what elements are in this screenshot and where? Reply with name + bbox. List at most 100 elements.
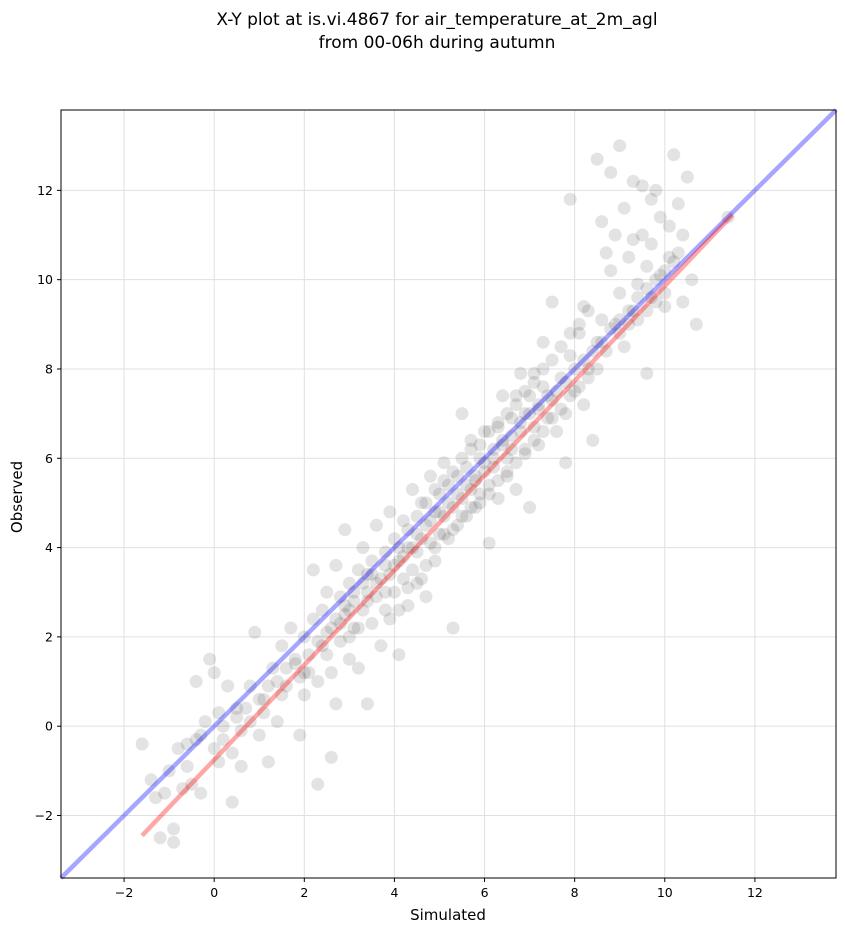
scatter-point xyxy=(311,675,325,688)
scatter-point xyxy=(478,456,491,470)
scatter-point xyxy=(518,407,532,421)
scatter-point xyxy=(527,433,541,447)
scatter-point xyxy=(509,483,523,496)
scatter-point xyxy=(496,438,510,452)
x-tick-label: 12 xyxy=(747,885,763,900)
scatter-point xyxy=(410,509,424,523)
scatter-point xyxy=(527,375,541,389)
scatter-point xyxy=(563,192,577,206)
scatter-point xyxy=(243,715,257,729)
scatter-point xyxy=(473,438,487,452)
scatter-point xyxy=(356,576,370,590)
scatter-point xyxy=(572,326,586,340)
scatter-point xyxy=(617,340,631,354)
scatter-point xyxy=(378,585,392,599)
scatter-point xyxy=(536,362,550,376)
scatter-point xyxy=(158,786,172,800)
scatter-point xyxy=(550,425,564,438)
scatter-point xyxy=(257,706,271,720)
scatter-point xyxy=(523,500,537,514)
scatter-point xyxy=(360,585,374,599)
scatter-point xyxy=(644,291,658,304)
scatter-point xyxy=(473,451,487,465)
scatter-point xyxy=(437,509,451,523)
scatter-point xyxy=(270,675,284,688)
scatter-point xyxy=(509,456,523,470)
scatter-point xyxy=(617,201,631,215)
scatter-point xyxy=(243,679,257,693)
scatter-point xyxy=(626,304,640,318)
plot-frame xyxy=(60,109,837,879)
scatter-point xyxy=(577,398,591,412)
scatter-point xyxy=(464,442,478,456)
scatter-point xyxy=(640,366,654,380)
scatter-point xyxy=(446,621,460,635)
scatter-point xyxy=(631,313,645,327)
grid-lines xyxy=(61,110,836,878)
scatter-point xyxy=(590,362,604,376)
scatter-point xyxy=(365,554,379,568)
scatter-point xyxy=(415,572,428,586)
scatter-point xyxy=(473,496,487,510)
scatter-point xyxy=(324,666,338,680)
scatter-point xyxy=(577,300,591,313)
scatter-point xyxy=(608,317,622,331)
scatter-point xyxy=(640,304,654,318)
scatter-point xyxy=(581,371,595,385)
scatter-point xyxy=(424,469,437,483)
scatter-point xyxy=(667,148,681,162)
scatter-point xyxy=(410,545,424,559)
scatter-point xyxy=(378,545,392,559)
scatter-point xyxy=(424,514,437,528)
scatter-point xyxy=(581,304,595,318)
scatter-point xyxy=(406,563,419,577)
scatter-point xyxy=(297,630,311,644)
scatter-point xyxy=(451,518,464,532)
scatter-point xyxy=(374,639,388,653)
reference-lines xyxy=(59,108,838,880)
scatter-point xyxy=(270,715,284,729)
scatter-point xyxy=(360,697,374,711)
scatter-point xyxy=(613,139,627,153)
scatter-point xyxy=(599,246,613,260)
scatter-point xyxy=(194,786,208,800)
scatter-point xyxy=(360,594,374,608)
scatter-point xyxy=(392,541,406,555)
scatter-point xyxy=(590,152,604,166)
scatter-point xyxy=(324,750,338,764)
scatter-point xyxy=(378,558,392,572)
scatter-point xyxy=(482,487,496,501)
scatter-point xyxy=(613,286,627,300)
x-tick-label: −2 xyxy=(115,885,133,900)
scatter-point xyxy=(460,478,473,492)
scatter-point xyxy=(176,782,190,796)
scatter-point xyxy=(356,603,370,617)
scatter-point xyxy=(604,322,618,336)
scatter-point xyxy=(460,509,473,523)
scatter-point xyxy=(649,295,663,309)
scatter-point xyxy=(320,648,334,662)
scatter-point xyxy=(644,237,658,251)
scatter-point xyxy=(302,648,316,662)
scatter-point xyxy=(536,425,550,438)
scatter-point xyxy=(505,442,519,456)
scatter-point xyxy=(442,496,455,510)
scatter-point xyxy=(667,255,681,269)
scatter-point xyxy=(568,384,582,398)
scatter-point xyxy=(595,215,609,229)
scatter-point xyxy=(451,487,464,501)
scatter-point xyxy=(329,612,343,626)
scatter-point xyxy=(311,777,325,791)
scatter-point xyxy=(442,478,455,492)
scatter-point xyxy=(595,335,609,349)
scatter-point xyxy=(351,661,365,675)
scatter-point xyxy=(266,661,280,675)
scatter-point xyxy=(261,755,275,769)
scatter-point xyxy=(482,478,496,492)
scatter-point xyxy=(410,527,424,541)
scatter-point xyxy=(410,576,424,590)
scatter-point xyxy=(676,228,690,242)
scatter-point xyxy=(518,442,532,456)
scatter-point xyxy=(329,558,343,572)
scatter-point xyxy=(658,286,672,300)
